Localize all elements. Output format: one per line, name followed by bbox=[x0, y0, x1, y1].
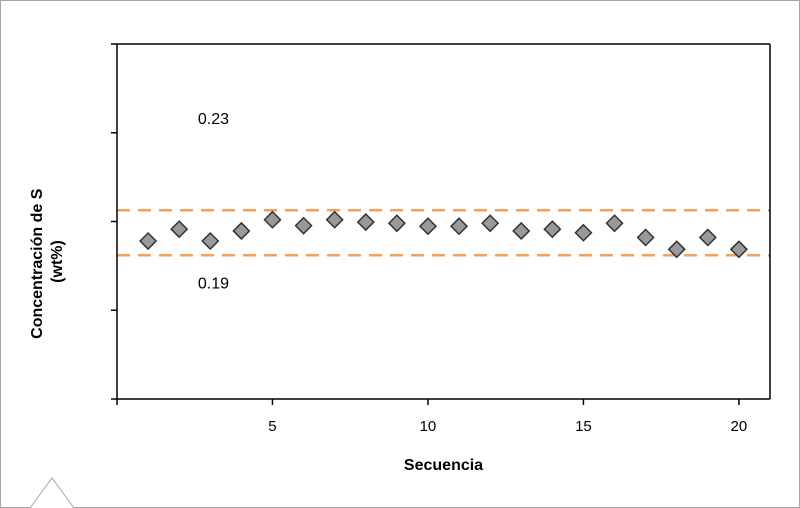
x-axis-title: Secuencia bbox=[404, 457, 483, 474]
data-point bbox=[170, 220, 189, 239]
data-point bbox=[139, 231, 158, 251]
data-point bbox=[418, 217, 438, 236]
x-tick-label: 20 bbox=[731, 418, 748, 435]
data-point bbox=[574, 223, 593, 242]
data-points bbox=[139, 210, 748, 259]
data-point bbox=[698, 228, 717, 247]
annotations: 0.23 0.19 bbox=[198, 111, 229, 292]
data-point bbox=[729, 240, 748, 259]
data-point bbox=[356, 213, 375, 232]
data-point bbox=[636, 228, 655, 247]
y-axis-title-line-2: (wt%) bbox=[49, 240, 66, 283]
x-tick-label: 10 bbox=[420, 418, 437, 435]
data-point bbox=[667, 240, 686, 259]
data-point bbox=[481, 214, 500, 233]
data-point bbox=[294, 216, 313, 235]
corner-triangle-mark bbox=[29, 477, 75, 508]
data-point bbox=[449, 217, 469, 236]
reference-lines bbox=[117, 209, 770, 257]
data-point bbox=[201, 231, 220, 251]
data-point bbox=[232, 221, 251, 241]
data-point bbox=[263, 210, 282, 229]
data-point bbox=[512, 221, 531, 241]
x-tick-label: 15 bbox=[575, 418, 592, 435]
data-point bbox=[325, 210, 344, 229]
axes bbox=[116, 43, 771, 400]
annotation-label: 0.23 bbox=[198, 111, 229, 128]
x-tick-label: 5 bbox=[268, 418, 276, 435]
data-point bbox=[543, 220, 562, 239]
y-ticks bbox=[111, 43, 117, 400]
annotation-label: 0.19 bbox=[198, 275, 229, 292]
data-point bbox=[605, 214, 624, 233]
x-ticks: 5 10 15 20 bbox=[116, 399, 748, 435]
y-axis-title: Concentración de S (wt%) bbox=[29, 184, 66, 339]
y-axis-title-line-1: Concentración de S bbox=[29, 188, 46, 339]
data-point bbox=[387, 214, 406, 233]
